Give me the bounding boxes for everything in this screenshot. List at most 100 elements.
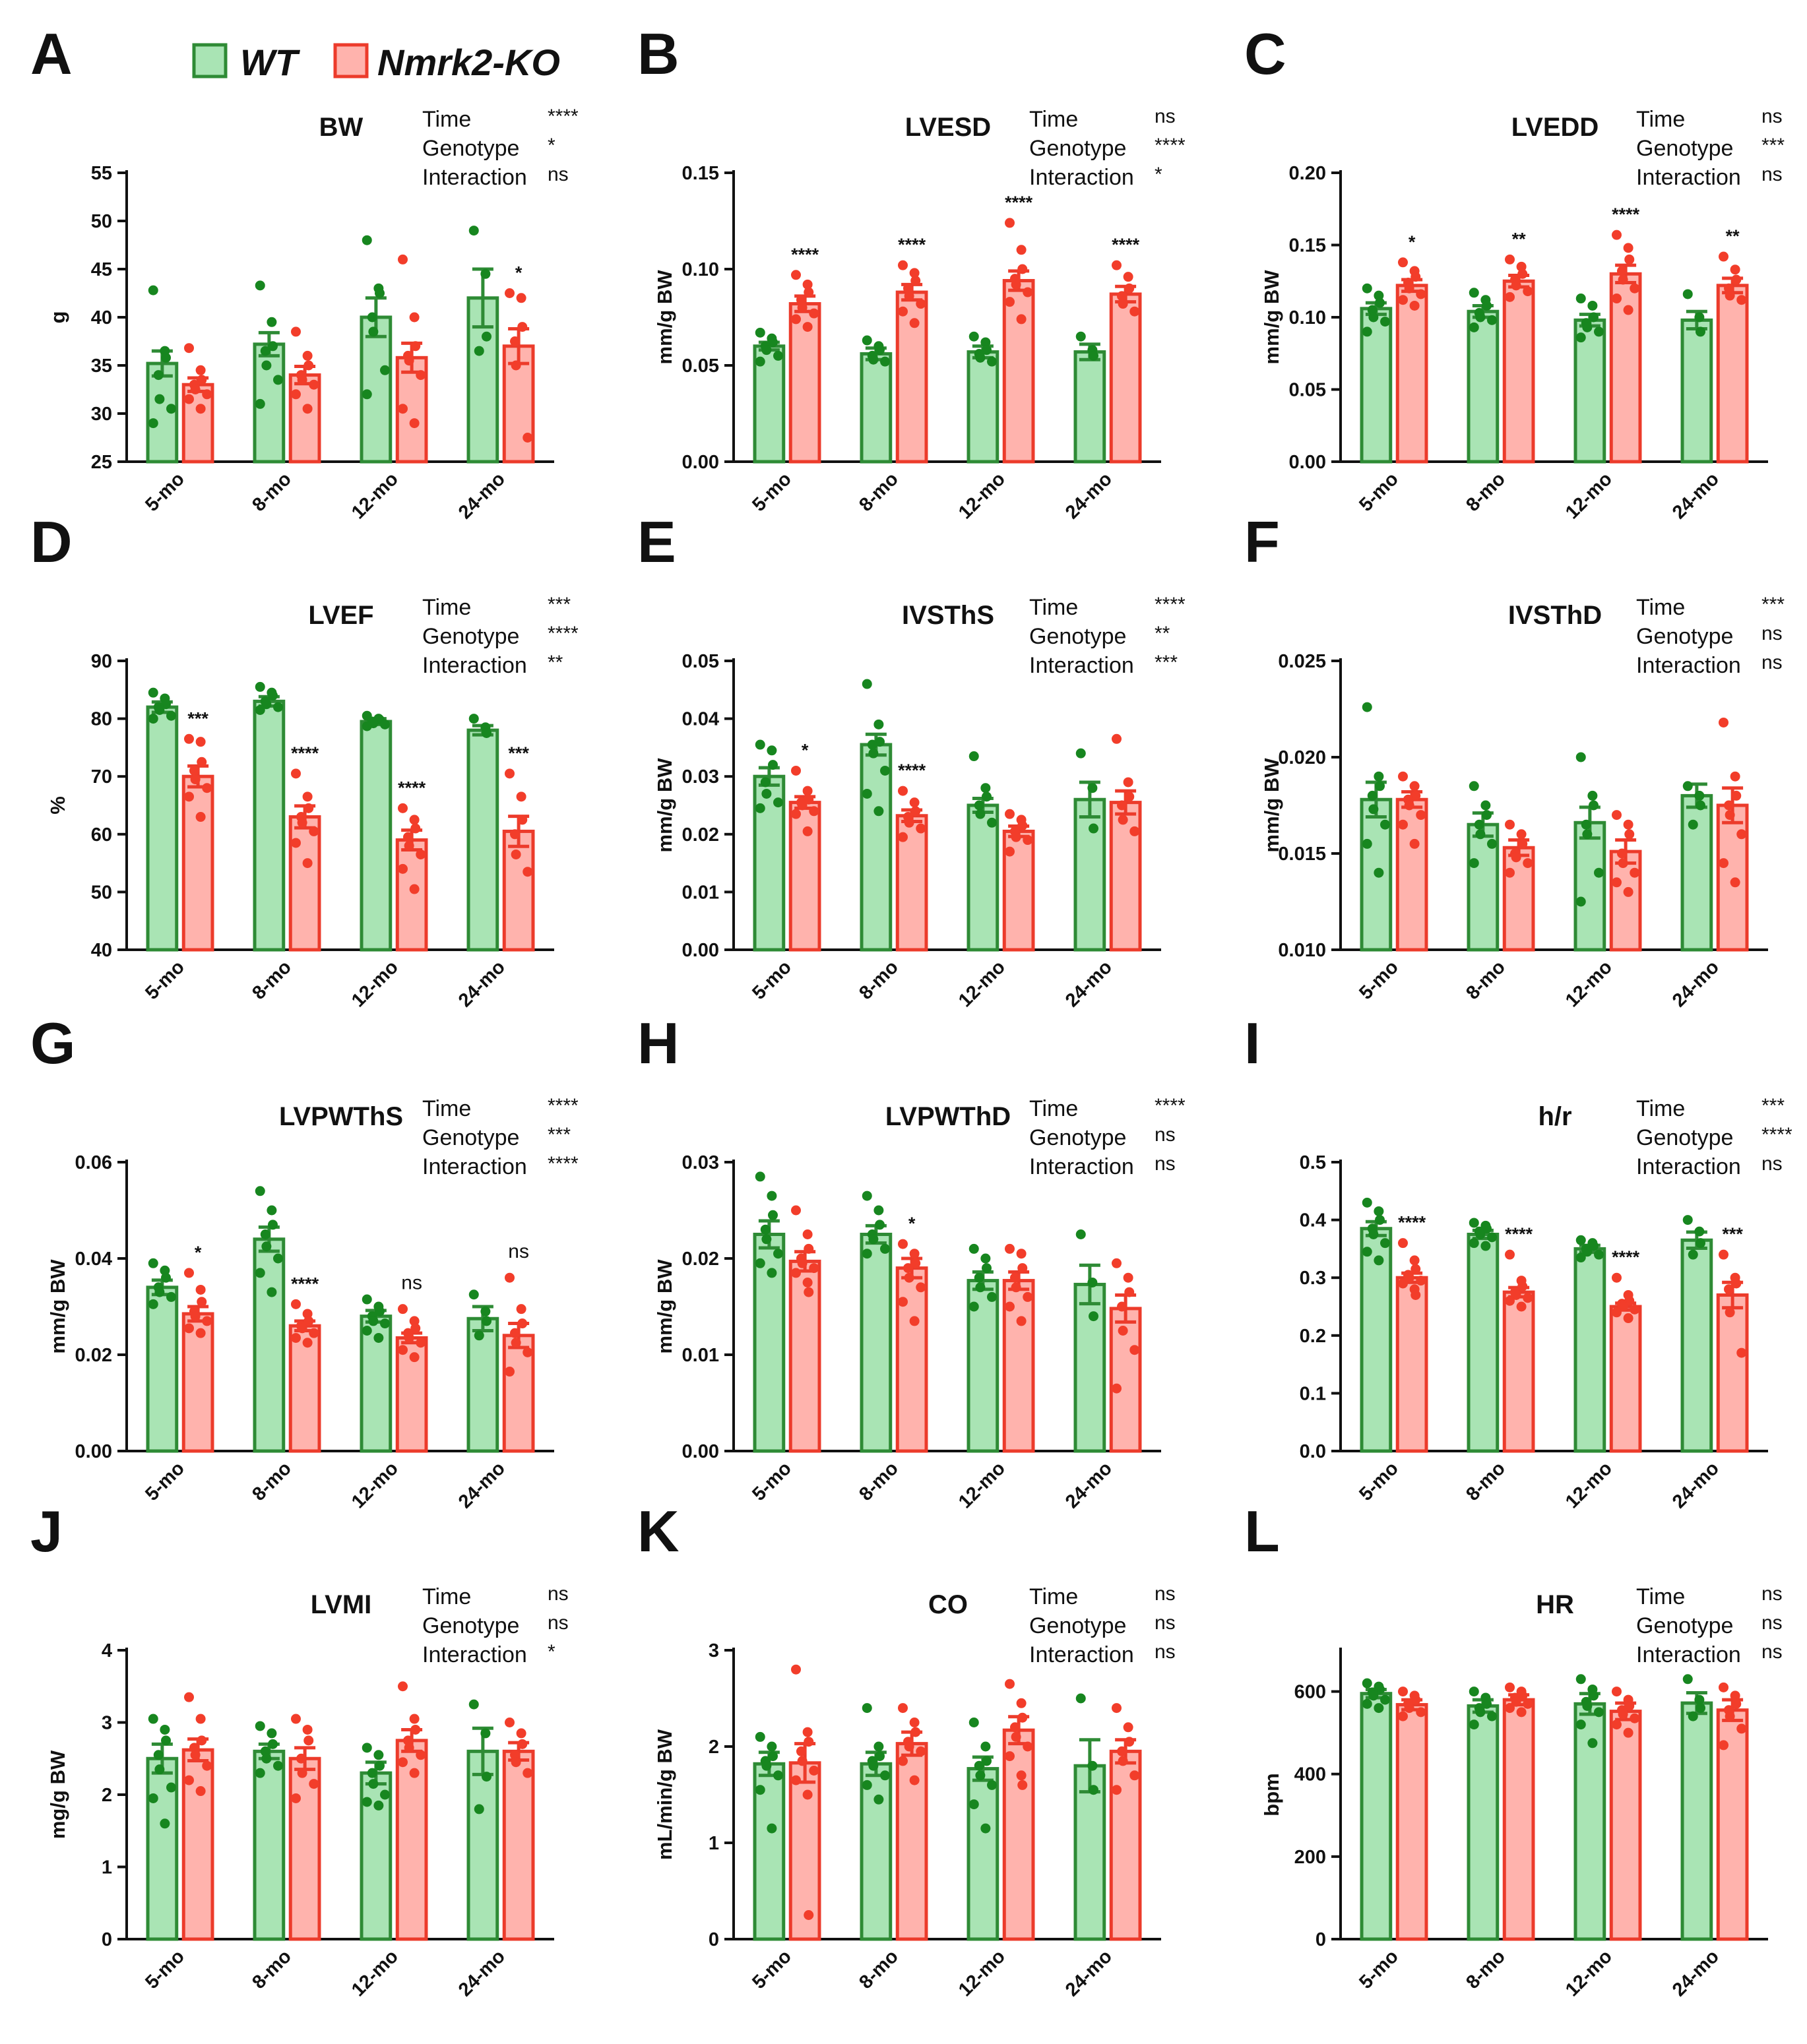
data-point [880, 765, 891, 776]
data-point [897, 832, 908, 842]
data-point [410, 823, 421, 834]
stat-label-time: Time [422, 1096, 471, 1121]
significance-label: **** [1398, 1213, 1426, 1233]
data-point [1124, 283, 1135, 294]
stat-label-genotype: Genotype [1636, 624, 1733, 649]
data-point [1124, 1737, 1135, 1747]
data-point [309, 1328, 319, 1338]
data-point [1487, 315, 1498, 325]
panel-letter: H [637, 1010, 680, 1076]
data-point [1731, 274, 1742, 285]
stat-label-interaction: Interaction [1029, 1642, 1134, 1667]
data-point [1011, 832, 1021, 842]
bar-ko-12-mo [1609, 1305, 1642, 1453]
stat-value-time: **** [1155, 594, 1186, 615]
data-point [804, 1243, 814, 1254]
data-point [160, 1724, 170, 1735]
data-point [197, 1297, 207, 1307]
bar-ko-8-mo [895, 1266, 928, 1453]
stat-label-interaction: Interaction [1636, 1154, 1741, 1179]
data-point [1731, 1278, 1742, 1289]
data-point [862, 1191, 872, 1201]
data-point [1504, 254, 1515, 264]
data-point [195, 1328, 206, 1338]
x-tick-label: 5-mo [748, 1946, 796, 1993]
stat-value-time: *** [1761, 594, 1785, 615]
data-point [1718, 717, 1728, 728]
data-point [1368, 804, 1379, 815]
data-point [1582, 322, 1593, 332]
bar-wt-12-mo [967, 803, 999, 952]
data-point [1589, 800, 1599, 811]
significance-label: * [515, 263, 523, 283]
panel-title: LVMI [311, 1590, 372, 1619]
significance-label: **** [1005, 193, 1033, 212]
data-point [790, 1268, 801, 1278]
data-point [982, 345, 992, 356]
stat-value-genotype: **** [1761, 1124, 1792, 1146]
data-point [873, 1741, 884, 1752]
data-point [802, 1727, 813, 1737]
data-point [1469, 288, 1479, 298]
stat-value-time: ns [1761, 106, 1783, 127]
data-point [1118, 815, 1128, 825]
significance-label: * [802, 740, 809, 760]
data-point [273, 375, 284, 385]
stat-label-time: Time [1029, 107, 1078, 132]
data-point [1411, 790, 1421, 801]
data-point [468, 714, 479, 724]
x-tick-label: 8-mo [248, 1458, 296, 1505]
y-tick-label: 1 [102, 1857, 112, 1878]
data-point [975, 1282, 986, 1293]
stat-label-interaction: Interaction [1636, 653, 1741, 678]
data-point [755, 1785, 765, 1795]
data-point [380, 719, 391, 729]
data-point [916, 1746, 926, 1756]
data-point [268, 341, 278, 352]
data-point [148, 285, 158, 295]
panel-a: A BW Time **** Genotype * Interaction ns 25 30 35 4… [30, 21, 579, 523]
data-point [1075, 1693, 1086, 1704]
panel-letter: F [1244, 509, 1280, 574]
panel-letter: C [1244, 21, 1286, 86]
significance-label: ns [401, 1272, 422, 1294]
data-point [1004, 1679, 1015, 1689]
data-point [1725, 290, 1735, 301]
data-point [1362, 1698, 1372, 1709]
y-tick-label: 0.00 [682, 940, 719, 961]
y-tick-label: 0.04 [682, 709, 719, 730]
x-tick-label: 12-mo [348, 956, 402, 1011]
data-point [1575, 1253, 1586, 1263]
data-point [1482, 300, 1492, 311]
data-point [261, 1241, 272, 1252]
data-point [1123, 272, 1133, 282]
data-point [1630, 867, 1640, 878]
data-point [897, 1239, 908, 1249]
x-tick-label: 24-mo [455, 468, 509, 523]
data-point [504, 1272, 515, 1283]
data-point [790, 809, 801, 819]
significance-label: **** [898, 760, 926, 780]
y-tick-label: 0.01 [682, 882, 719, 903]
data-point [987, 356, 998, 367]
data-point [517, 815, 528, 825]
data-point [873, 1205, 884, 1216]
y-tick-label: 40 [91, 940, 112, 961]
data-point [1523, 858, 1533, 869]
x-tick-label: 12-mo [348, 1458, 402, 1512]
data-point [1611, 1307, 1622, 1318]
bar-wt-24-mo [1680, 1238, 1713, 1453]
y-tick-label: 0.0 [1300, 1441, 1326, 1462]
stat-label-genotype: Genotype [1636, 136, 1733, 161]
data-point [1624, 1295, 1635, 1306]
data-point [1475, 829, 1486, 840]
stat-value-interaction: ns [1761, 652, 1783, 673]
data-point [302, 1724, 313, 1735]
data-point [1011, 1282, 1021, 1293]
data-point [183, 343, 194, 354]
data-point [1482, 810, 1492, 821]
data-point [309, 1779, 319, 1789]
data-point [809, 806, 819, 817]
data-point [154, 394, 165, 404]
data-point [1623, 305, 1633, 315]
